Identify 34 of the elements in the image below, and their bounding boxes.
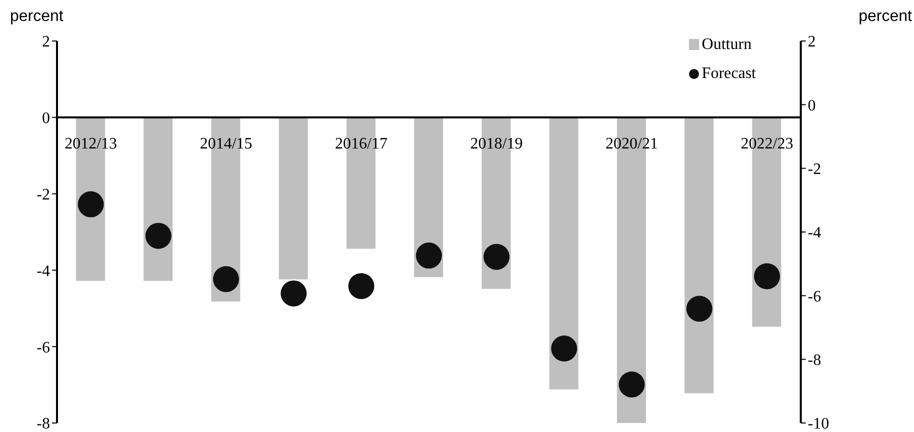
point [213, 266, 240, 292]
y-axis-title: percent [10, 8, 64, 26]
point [551, 336, 578, 362]
y-tick-label: -4 [36, 262, 50, 280]
x-tick-label: 2016/17 [335, 135, 388, 152]
point [416, 242, 442, 269]
legend-label: Outturn [702, 36, 752, 54]
y2-tick-label: -2 [808, 161, 822, 178]
point [348, 273, 374, 300]
x-tick-label: 2022/23 [740, 135, 794, 152]
x-tick-label: 2014/15 [200, 135, 252, 152]
point [280, 280, 307, 306]
y2-tick-label: -6 [808, 288, 822, 306]
point [145, 222, 172, 249]
y-tick-label: -8 [36, 416, 50, 432]
point [618, 371, 645, 398]
y2-tick-label: -4 [808, 224, 822, 242]
y-tick-label: -2 [36, 186, 50, 204]
y2-tick-label: 2 [808, 34, 816, 51]
point [78, 191, 104, 218]
y2-tick-label: -10 [808, 416, 830, 432]
x-tick-label: 2012/13 [64, 135, 118, 152]
point [686, 296, 712, 322]
y-tick-label: -6 [36, 339, 50, 356]
x-tick-label: 2020/21 [606, 135, 658, 152]
point [754, 263, 780, 290]
x-tick-label: 2018/19 [470, 135, 523, 152]
y2-tick-label: 0 [808, 97, 816, 114]
point [484, 244, 510, 270]
y2-tick-label: -8 [808, 352, 822, 370]
legend-label: Forecast [702, 64, 756, 82]
y-tick-label: 2 [42, 34, 50, 51]
y2-axis-title: percent [858, 8, 912, 26]
y-tick-label: 0 [42, 110, 50, 128]
